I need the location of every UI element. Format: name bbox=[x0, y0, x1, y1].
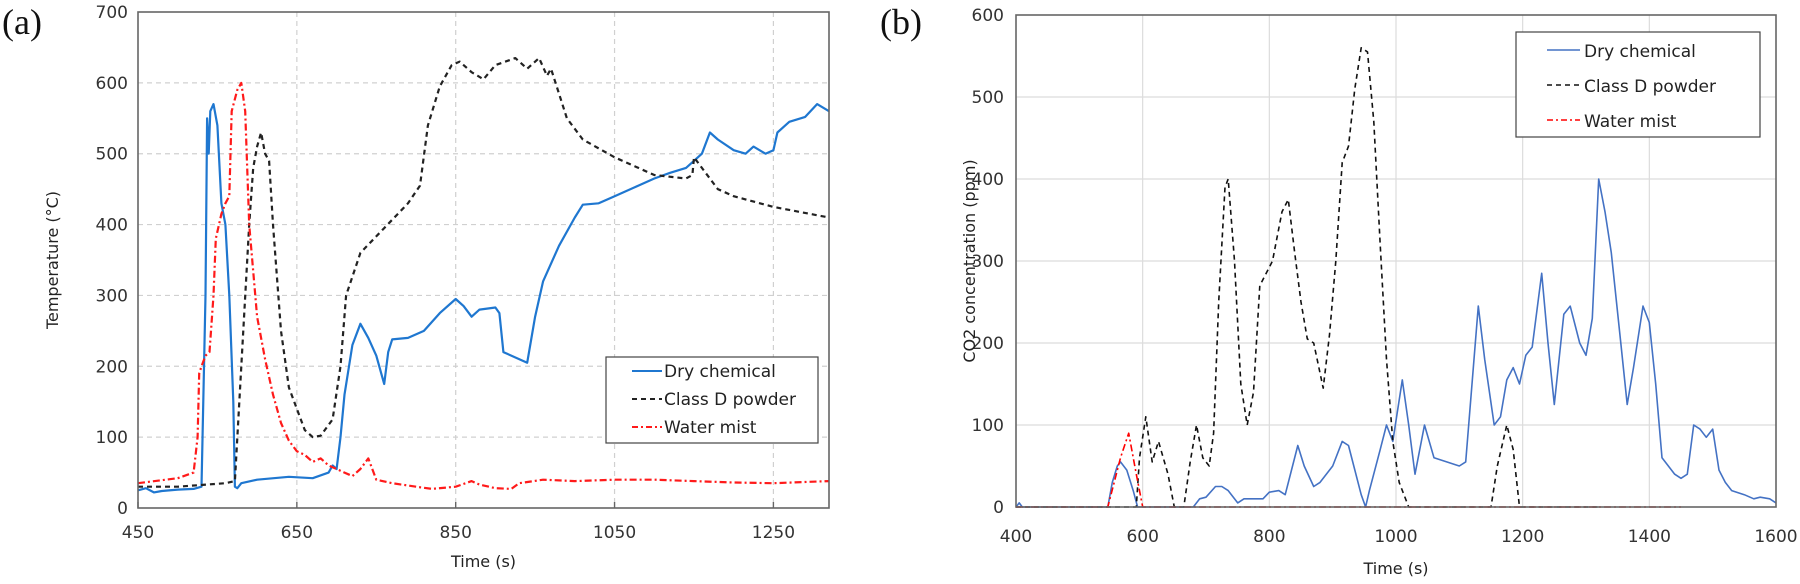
y-tick-label: 300 bbox=[972, 252, 1004, 272]
panel-label-b: (b) bbox=[880, 2, 922, 42]
y-tick-label: 0 bbox=[117, 499, 128, 519]
chart-panel-b: (b) 400 600 800 1000 1200 1400 160001002003004… bbox=[880, 2, 1798, 578]
legend-label-class-d-powder: Class D powder bbox=[664, 390, 796, 410]
x-tick-label: 1200 bbox=[1501, 527, 1544, 547]
x-tick-label: 1600 bbox=[1754, 527, 1797, 547]
x-tick-label: 650 bbox=[281, 523, 313, 543]
legend-a: Dry chemical Class D powder Water mist bbox=[605, 356, 819, 444]
legend-label-water-mist: Water mist bbox=[664, 418, 757, 438]
x-tick-label: 450 bbox=[122, 523, 154, 543]
y-tick-label: 100 bbox=[96, 428, 128, 448]
y-tick-label: 100 bbox=[972, 416, 1004, 436]
y-tick-label: 600 bbox=[96, 74, 128, 94]
y-tick-label: 500 bbox=[972, 88, 1004, 108]
legend-label-water-mist-b: Water mist bbox=[1584, 112, 1677, 132]
x-tick-label: 800 bbox=[1253, 527, 1285, 547]
legend-label-dry-chemical-b: Dry chemical bbox=[1584, 42, 1696, 62]
y-tick-label: 400 bbox=[96, 216, 128, 236]
y-tick-label: 200 bbox=[972, 334, 1004, 354]
tick-labels-b: 400 600 800 1000 1200 1400 1600 0 100 200 300 400 50… bbox=[972, 6, 1798, 547]
panel-label-a: (a) bbox=[2, 2, 42, 42]
x-tick-label: 1000 bbox=[1374, 527, 1417, 547]
y-axis-title-b: CO2 concentration (ppm) bbox=[960, 159, 979, 362]
y-tick-label: 500 bbox=[96, 145, 128, 165]
tick-labels-a: 450 650 850 1050 1250 0 100 200 300 400 500 600 700 bbox=[96, 3, 795, 543]
series-a bbox=[137, 57, 830, 494]
x-tick-label: 400 bbox=[1000, 527, 1032, 547]
x-tick-label: 850 bbox=[439, 523, 471, 543]
x-axis-title-a: Time (s) bbox=[450, 552, 516, 571]
y-axis-title-a: Temperature (°C) bbox=[43, 191, 62, 330]
x-axis-title-b: Time (s) bbox=[1362, 559, 1428, 578]
y-tick-label: 300 bbox=[96, 286, 128, 306]
y-tick-label: 700 bbox=[96, 3, 128, 23]
chart-panel-a: (a) 450 650 850 1050 1250 0 100 200 300 400 500 600… bbox=[2, 2, 830, 571]
series-line-class-d-powder bbox=[1016, 47, 1599, 508]
y-tick-label: 0 bbox=[993, 498, 1004, 518]
x-tick-label: 1400 bbox=[1628, 527, 1671, 547]
legend-label-class-d-powder-b: Class D powder bbox=[1584, 77, 1716, 97]
y-tick-label: 200 bbox=[96, 357, 128, 377]
series-line-water-mist bbox=[1016, 432, 1681, 508]
legend-label-dry-chemical: Dry chemical bbox=[664, 362, 776, 382]
series-line-dry-chemical bbox=[1015, 178, 1777, 508]
plot-frame-a bbox=[137, 11, 830, 509]
x-tick-label: 600 bbox=[1126, 527, 1158, 547]
x-tick-label: 1250 bbox=[752, 523, 795, 543]
series-line-dry-chemical bbox=[137, 103, 830, 494]
x-tick-label: 1050 bbox=[593, 523, 636, 543]
series-b bbox=[1015, 47, 1777, 508]
plot-frame-b bbox=[1015, 14, 1777, 508]
grid-a bbox=[137, 12, 829, 508]
y-tick-label: 400 bbox=[972, 170, 1004, 190]
y-tick-label: 600 bbox=[972, 6, 1004, 26]
legend-b: Dry chemical Class D powder Water mist bbox=[1515, 31, 1761, 138]
series-line-class-d-powder bbox=[138, 57, 830, 488]
series-line-water-mist bbox=[137, 81, 830, 490]
